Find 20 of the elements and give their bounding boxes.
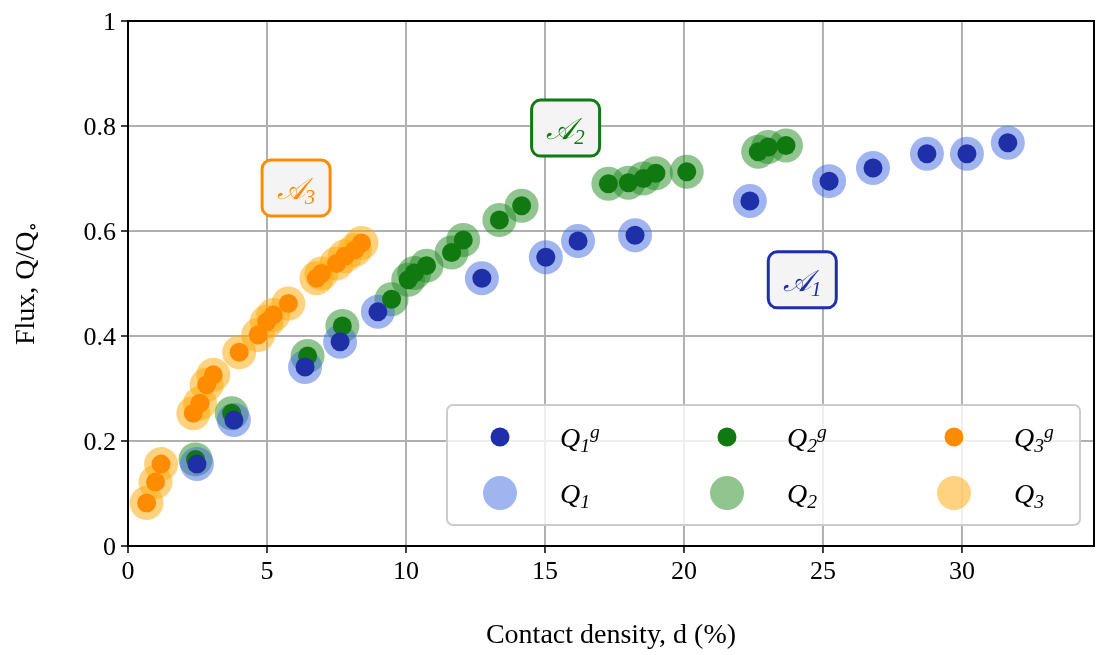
- annotation: 𝒜$_{1}$: [783, 263, 822, 302]
- legend-label: Q$_{1}$: [560, 478, 591, 512]
- x-tick-label: 20: [670, 556, 697, 585]
- y-tick-label: 0.2: [83, 427, 116, 456]
- x-axis-title: Contact density, d (%): [485, 618, 737, 649]
- y-tick-label: 0.4: [83, 322, 116, 351]
- annotation: 𝒜$_{3}$: [276, 171, 316, 210]
- annotation: 𝒜$_{2}$: [546, 112, 586, 150]
- x-tick-label: 10: [392, 556, 419, 585]
- legend-label: Q$_{2}$: [787, 478, 818, 512]
- y-tick-label: 0.8: [83, 112, 116, 141]
- legend-label: Q$_{3}$: [1014, 478, 1045, 512]
- y-tick-label: 0: [103, 532, 116, 561]
- x-tick-label: 0: [121, 556, 135, 585]
- x-tick-label: 15: [531, 556, 558, 585]
- x-tick-label: 25: [809, 556, 836, 585]
- y-tick-label: 0.6: [83, 217, 116, 246]
- x-tick-label: 5: [260, 556, 274, 585]
- y-tick-label: 1: [103, 7, 116, 36]
- x-tick-label: 30: [948, 556, 975, 585]
